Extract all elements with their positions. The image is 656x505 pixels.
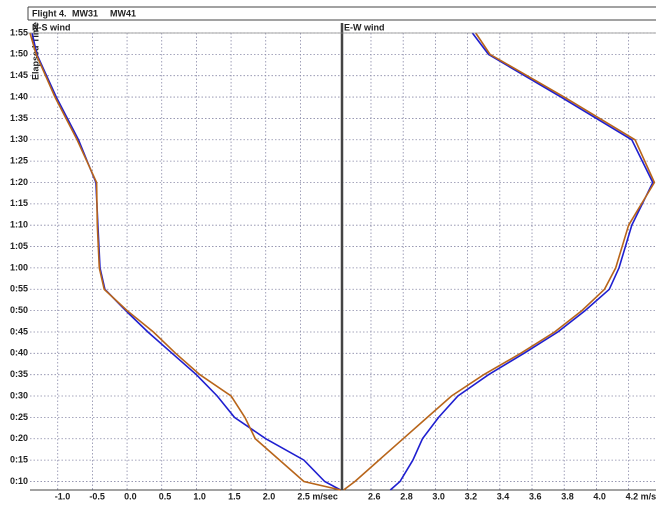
x-tick-label: 2.6 xyxy=(368,491,381,501)
y-tick-label: 1:50 xyxy=(10,49,28,59)
panel-title: N-S wind xyxy=(32,22,71,32)
x-tick-label: 2.8 xyxy=(400,491,413,501)
y-tick-label: 0:20 xyxy=(10,433,28,443)
series-line xyxy=(29,32,341,491)
legend-entry: MW31 xyxy=(72,8,98,18)
y-tick-label: 0:10 xyxy=(10,476,28,486)
y-tick-label: 0:30 xyxy=(10,390,28,400)
x-tick-label: 1.5 xyxy=(228,491,241,501)
x-tick-label: 3.8 xyxy=(561,491,574,501)
y-tick-label: 0:40 xyxy=(10,348,28,358)
y-tick-label: 0:15 xyxy=(10,454,28,464)
y-tick-label: 0:55 xyxy=(10,284,28,294)
y-tick-label: 0:35 xyxy=(10,369,28,379)
header-title: Flight 4. xyxy=(32,8,67,18)
x-tick-label: 4.0 xyxy=(593,491,606,501)
x-tick-label: 4.2 m/sec xyxy=(626,491,656,501)
x-tick-label: 3.2 xyxy=(465,491,478,501)
y-tick-label: 1:15 xyxy=(10,198,28,208)
y-tick-label: 1:00 xyxy=(10,262,28,272)
y-tick-label: 1:30 xyxy=(10,134,28,144)
y-tick-label: 0:45 xyxy=(10,326,28,336)
panel-title: E-W wind xyxy=(344,22,385,32)
x-tick-label: -0.5 xyxy=(89,491,105,501)
y-tick-label: 1:25 xyxy=(10,156,28,166)
x-tick-label: 0.5 xyxy=(159,491,172,501)
y-tick-label: 1:20 xyxy=(10,177,28,187)
y-tick-label: 1:55 xyxy=(10,27,28,37)
x-tick-label: 0.0 xyxy=(124,491,137,501)
x-tick-label: -1.0 xyxy=(55,491,71,501)
y-tick-label: 1:45 xyxy=(10,70,28,80)
series-line xyxy=(389,32,654,491)
series-line xyxy=(31,32,341,491)
y-tick-label: 0:25 xyxy=(10,412,28,422)
x-tick-label: 2.0 xyxy=(263,491,276,501)
x-tick-label: 3.0 xyxy=(432,491,445,501)
x-tick-label: 3.6 xyxy=(529,491,542,501)
y-tick-label: 1:05 xyxy=(10,241,28,251)
y-tick-label: 1:10 xyxy=(10,220,28,230)
x-tick-label: 2.5 m/sec xyxy=(297,491,338,501)
series-line xyxy=(343,32,656,491)
y-tick-label: 0:50 xyxy=(10,305,28,315)
x-tick-label: 3.4 xyxy=(497,491,510,501)
y-tick-label: 1:40 xyxy=(10,91,28,101)
x-tick-label: 1.0 xyxy=(193,491,206,501)
y-tick-label: 1:35 xyxy=(10,113,28,123)
legend-entry: MW41 xyxy=(110,8,136,18)
